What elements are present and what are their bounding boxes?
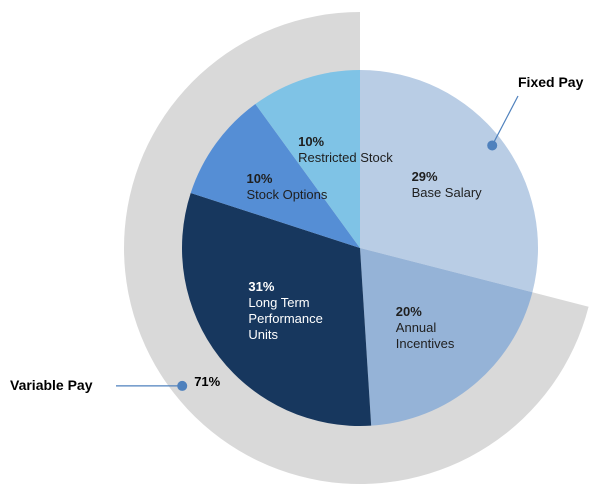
slice-value-label: 29% bbox=[411, 168, 438, 184]
pie-slice bbox=[360, 70, 538, 293]
callout-dot bbox=[487, 140, 498, 151]
callout-dot bbox=[177, 380, 188, 391]
slice-value-label: 20% bbox=[395, 303, 422, 319]
callout-value: 71% bbox=[194, 374, 220, 389]
callout-label: Fixed Pay bbox=[518, 74, 583, 90]
pie-slice bbox=[190, 103, 360, 249]
slice-value-label: 10% bbox=[246, 171, 273, 187]
callout-value-text: 71% bbox=[194, 373, 221, 389]
slice-label: 31% Long Term Performance Units bbox=[248, 279, 348, 343]
pie-slice bbox=[182, 192, 372, 426]
slice-label: 10% Stock Options bbox=[246, 171, 346, 203]
callout-text: Fixed Pay bbox=[518, 74, 584, 90]
leader-line bbox=[491, 95, 519, 146]
slice-category-label: Stock Options bbox=[246, 187, 328, 203]
callout-text: Variable Pay bbox=[10, 376, 93, 393]
pie-slice bbox=[255, 70, 360, 248]
slice-category-label: Long Term Performance Units bbox=[248, 295, 323, 343]
pie-slice bbox=[360, 248, 533, 426]
slice-value-label: 10% bbox=[298, 133, 325, 149]
slice-label: 20% Annual Incentives bbox=[396, 304, 496, 352]
slice-label: 10% Restricted Stock bbox=[298, 134, 398, 166]
slice-category-label: Base Salary bbox=[411, 184, 482, 200]
slice-category-label: Annual Incentives bbox=[395, 319, 455, 351]
slice-label: 29% Base Salary bbox=[412, 169, 512, 201]
slice-value-label: 31% bbox=[248, 279, 275, 295]
slice-category-label: Restricted Stock bbox=[298, 149, 393, 165]
callout-label: Variable Pay bbox=[10, 377, 93, 393]
